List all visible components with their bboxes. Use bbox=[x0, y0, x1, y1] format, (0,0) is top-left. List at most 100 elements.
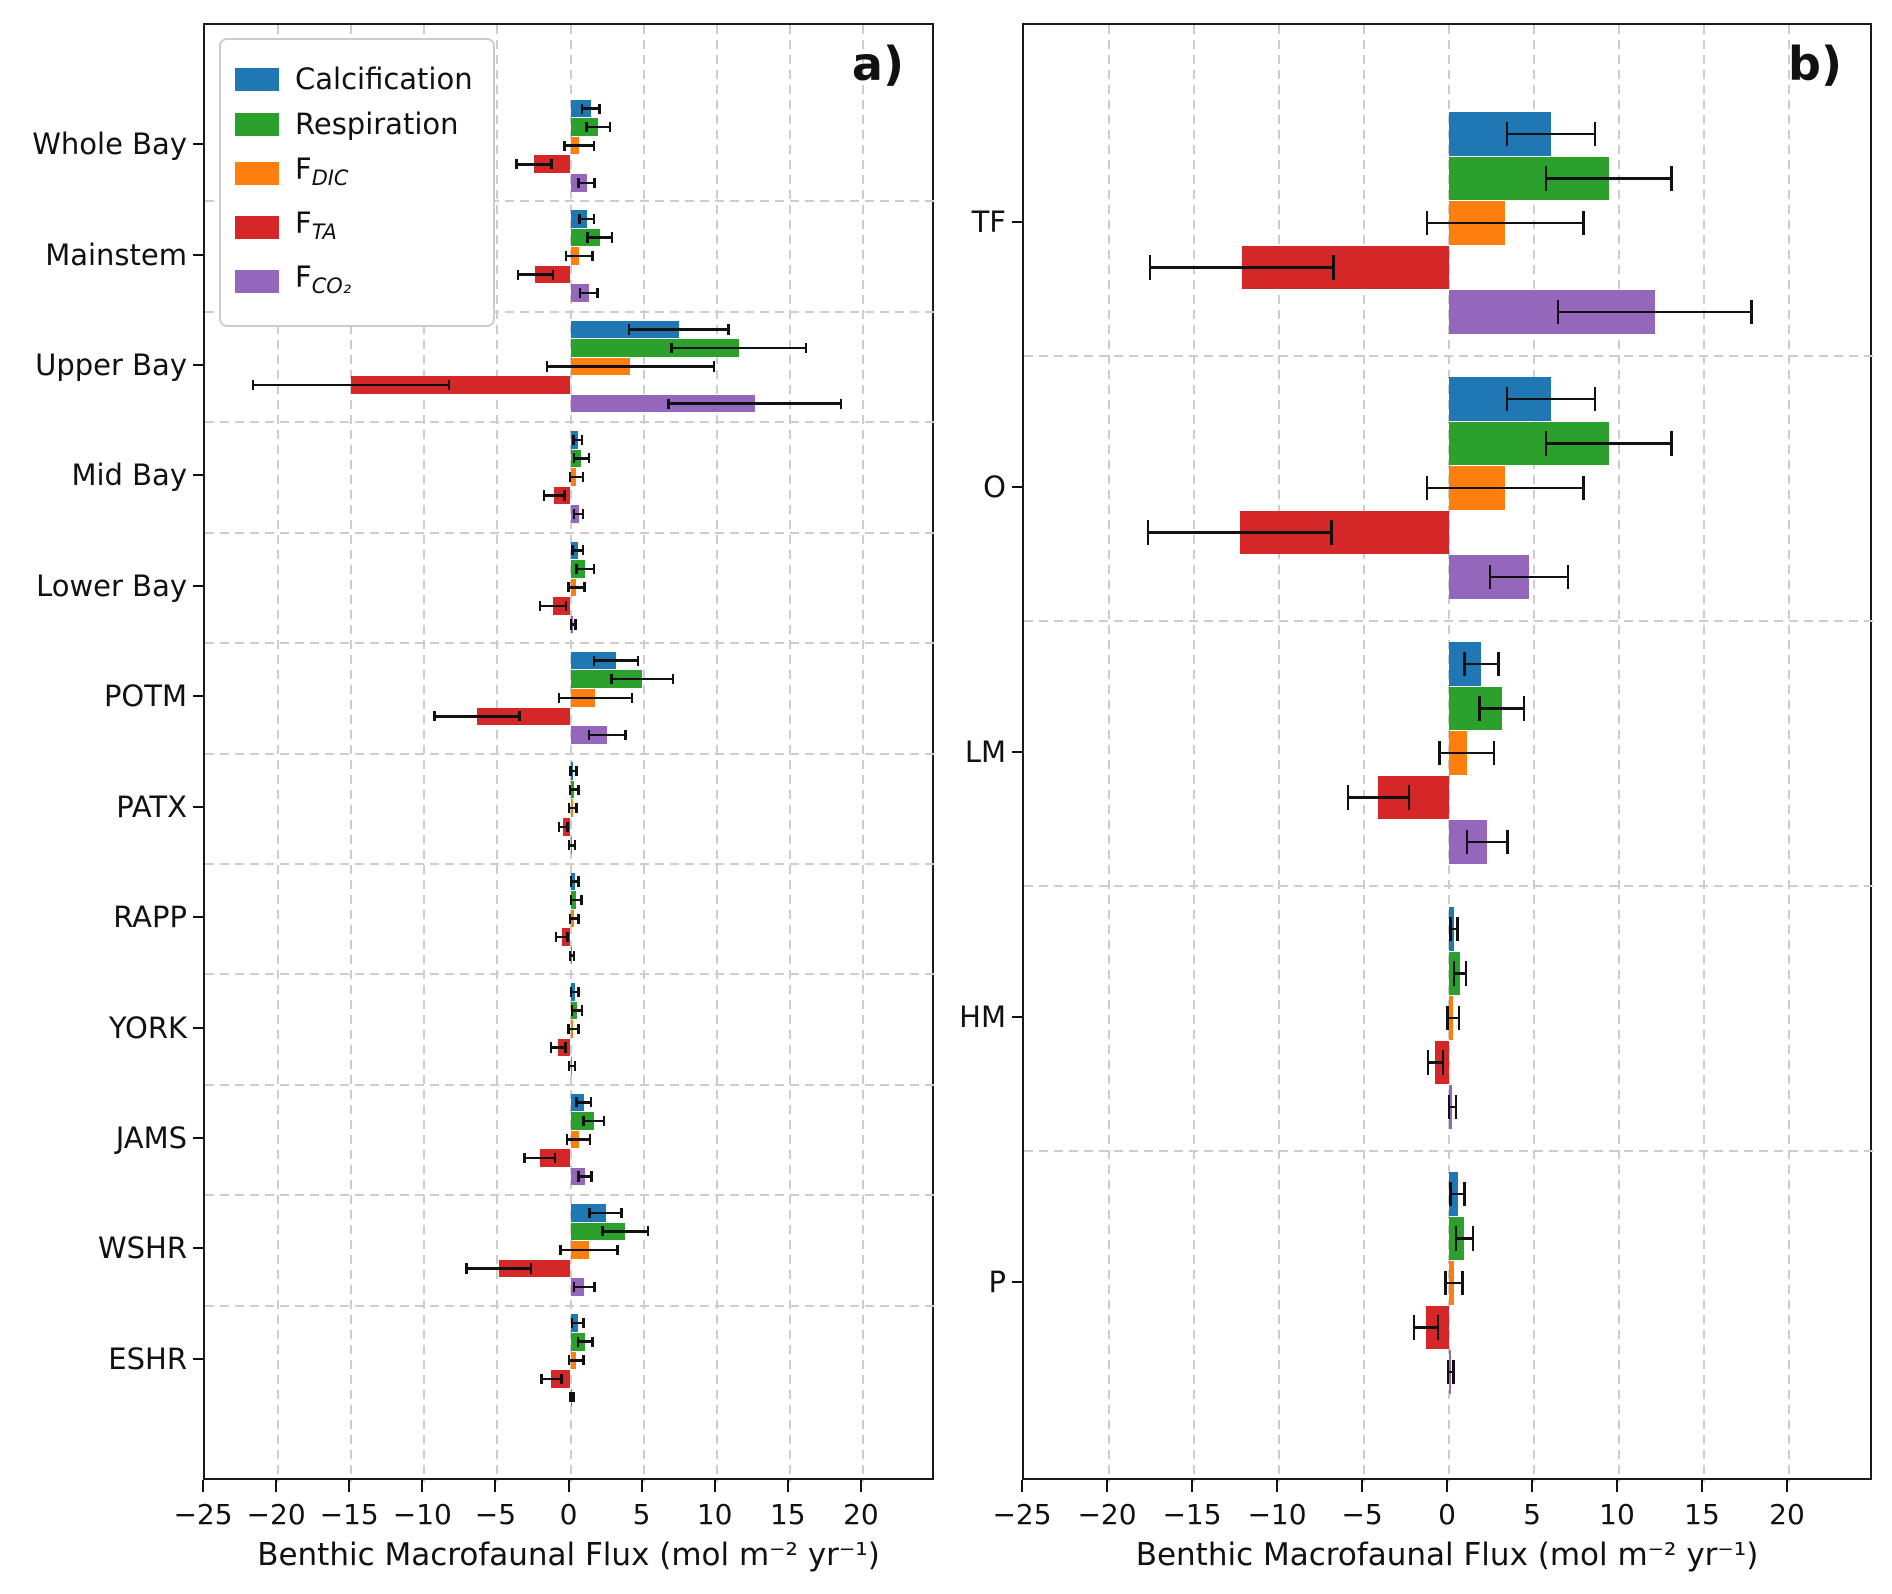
error-bar bbox=[569, 788, 579, 791]
y-tick-mark bbox=[193, 916, 203, 919]
x-tick-mark bbox=[1361, 1480, 1363, 1492]
legend-label: Respiration bbox=[295, 107, 459, 141]
error-bar-cap bbox=[712, 361, 716, 372]
legend-label: Calcification bbox=[295, 62, 473, 96]
x-tick-label: −5 bbox=[474, 1498, 517, 1531]
legend-swatch-f-co2 bbox=[235, 269, 279, 293]
legend-label: FTA bbox=[295, 205, 337, 244]
y-tick-mark bbox=[193, 364, 203, 367]
error-bar-cap bbox=[251, 379, 255, 391]
error-bar-cap bbox=[433, 711, 436, 722]
y-tick-label-wshr: WSHR bbox=[97, 1231, 187, 1266]
error-bar-cap bbox=[578, 213, 581, 225]
x-tick-label: −25 bbox=[173, 1498, 233, 1531]
error-bar-cap bbox=[575, 803, 578, 814]
legend: Calcification Respiration FDIC FTA FCO₂ bbox=[219, 38, 495, 327]
error-bar-cap bbox=[567, 1023, 570, 1035]
y-tick-mark bbox=[193, 805, 203, 808]
x-tick-mark bbox=[1191, 1480, 1193, 1492]
error-bar-cap bbox=[1505, 386, 1509, 412]
error-bar-cap bbox=[574, 619, 577, 630]
y-tick-mark bbox=[193, 1136, 203, 1139]
legend-item-f-ta: FTA bbox=[235, 205, 473, 250]
error-bar-cap bbox=[567, 840, 571, 851]
y-tick-label-hm: HM bbox=[959, 999, 1006, 1034]
legend-label-subscript: CO₂ bbox=[311, 273, 352, 298]
error-bar bbox=[583, 1119, 605, 1123]
y-tick-label-rapp: RAPP bbox=[113, 900, 187, 935]
x-tick-mark bbox=[713, 1480, 716, 1492]
error-bar-cap bbox=[602, 1115, 606, 1126]
error-bar-cap bbox=[616, 1244, 619, 1255]
error-bar bbox=[571, 898, 582, 902]
error-bar-cap bbox=[581, 471, 585, 483]
panel-a-letter: a) bbox=[851, 37, 904, 91]
bar-f-ta bbox=[351, 376, 571, 394]
error-bar bbox=[1455, 1237, 1473, 1240]
error-bar-cap bbox=[1330, 520, 1333, 545]
error-bar-cap bbox=[585, 122, 588, 133]
error-bar-cap bbox=[610, 674, 613, 685]
error-bar-cap bbox=[1346, 785, 1350, 810]
error-bar-cap bbox=[1497, 651, 1500, 677]
error-bar-cap bbox=[516, 269, 520, 280]
error-bar bbox=[517, 273, 553, 276]
panel-a-plot-area: a) Calcification Respiration FDIC FTA FCO₂ bbox=[203, 23, 936, 1482]
error-bar bbox=[1426, 221, 1584, 225]
error-bar bbox=[568, 1027, 579, 1031]
error-bar-cap bbox=[577, 1023, 580, 1035]
error-bar-cap bbox=[588, 1207, 591, 1218]
error-bar-cap bbox=[572, 453, 576, 464]
error-bar bbox=[1445, 1281, 1463, 1285]
error-bar-cap bbox=[1446, 1005, 1449, 1031]
bar-respiration bbox=[570, 1222, 626, 1241]
error-bar bbox=[1506, 132, 1596, 136]
error-bar-cap bbox=[564, 600, 568, 611]
x-tick-mark bbox=[567, 1480, 570, 1492]
error-bar-cap bbox=[545, 361, 549, 372]
error-bar bbox=[569, 806, 577, 810]
error-bar-cap bbox=[1449, 916, 1452, 942]
error-bar-cap bbox=[1471, 1226, 1475, 1251]
error-bar-cap bbox=[839, 398, 843, 409]
error-bar-cap bbox=[580, 434, 584, 445]
error-bar bbox=[576, 1101, 591, 1104]
error-bar bbox=[539, 604, 567, 608]
error-bar-cap bbox=[447, 379, 451, 391]
legend-label: FDIC bbox=[295, 152, 349, 190]
error-bar bbox=[1414, 1326, 1438, 1329]
x-tick-mark bbox=[1616, 1480, 1618, 1492]
error-bar bbox=[1464, 662, 1499, 666]
error-bar-cap bbox=[1425, 210, 1429, 236]
error-bar-cap bbox=[582, 1318, 585, 1329]
y-tick-label-whole-bay: Whole Bay bbox=[32, 127, 187, 162]
error-bar bbox=[1347, 796, 1410, 799]
gridline-horizontal bbox=[205, 1083, 936, 1086]
y-tick-label-jams: JAMS bbox=[115, 1120, 187, 1155]
gridline-horizontal bbox=[205, 642, 936, 645]
bar-f-ta bbox=[476, 707, 571, 726]
error-bar-cap bbox=[566, 821, 569, 832]
bar-respiration bbox=[570, 118, 599, 136]
x-axis-title-panel-a: Benthic Macrofaunal Flux (mol m⁻² yr⁻¹) bbox=[257, 1537, 880, 1573]
bar-calcification bbox=[570, 320, 679, 339]
error-bar bbox=[571, 1321, 584, 1325]
error-bar bbox=[570, 769, 577, 773]
error-bar-cap bbox=[592, 563, 596, 574]
error-bar-cap bbox=[557, 821, 561, 832]
bar-respiration bbox=[570, 339, 739, 357]
gridline-horizontal bbox=[205, 973, 936, 976]
y-tick-label-potm: POTM bbox=[103, 679, 187, 714]
error-bar bbox=[671, 346, 806, 350]
error-bar bbox=[1450, 927, 1458, 931]
error-bar-cap bbox=[1582, 210, 1585, 236]
error-bar bbox=[1466, 840, 1508, 844]
x-tick-label: −10 bbox=[1247, 1498, 1307, 1531]
error-bar-cap bbox=[515, 159, 518, 170]
error-bar-cap bbox=[465, 1263, 468, 1274]
x-tick-label: 20 bbox=[843, 1498, 879, 1531]
error-bar-cap bbox=[1436, 1315, 1440, 1340]
error-bar-cap bbox=[1505, 121, 1509, 147]
y-tick-label-upper-bay: Upper Bay bbox=[35, 348, 187, 383]
error-bar-cap bbox=[538, 600, 542, 611]
